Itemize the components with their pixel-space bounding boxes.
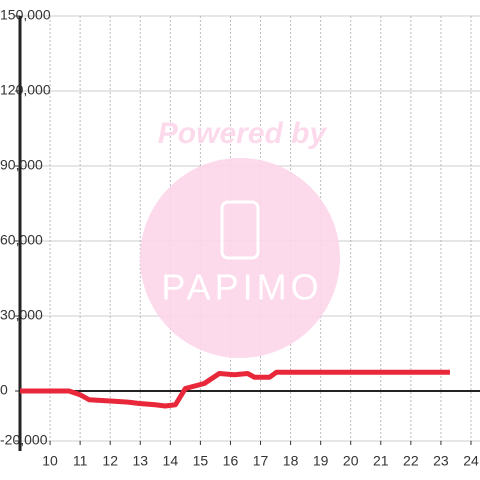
y-tick-label: 60,000: [0, 232, 43, 248]
x-tick-label: 21: [373, 453, 389, 469]
watermark-phone: [220, 200, 260, 260]
watermark-title: Powered by: [158, 117, 328, 150]
y-tick-label: -20,000: [0, 432, 48, 448]
x-tick-label: 20: [343, 453, 359, 469]
y-tick-label: 0: [0, 382, 8, 398]
x-tick-label: 14: [163, 453, 179, 469]
x-tick-label: 15: [193, 453, 209, 469]
watermark: Powered by PAPIMO: [140, 117, 340, 358]
x-tick-label: 22: [403, 453, 419, 469]
x-tick-label: 13: [132, 453, 148, 469]
x-tick-label: 19: [313, 453, 329, 469]
x-tick-label: 10: [42, 453, 58, 469]
x-tick-label: 11: [73, 453, 88, 469]
y-tick-label: 30,000: [0, 307, 43, 323]
y-tick-label: 90,000: [0, 157, 43, 173]
x-tick-label: 23: [433, 453, 449, 469]
x-tick-label: 17: [253, 453, 269, 469]
x-tick-label: 24: [463, 453, 479, 469]
watermark-logo: PAPIMO: [161, 267, 322, 308]
x-tick-label: 12: [102, 453, 118, 469]
x-tick-label: 18: [283, 453, 299, 469]
x-tick-label: 16: [223, 453, 239, 469]
data-line: [20, 369, 450, 409]
y-tick-label: 150,000: [0, 7, 51, 23]
y-tick-label: 120,000: [0, 82, 51, 98]
